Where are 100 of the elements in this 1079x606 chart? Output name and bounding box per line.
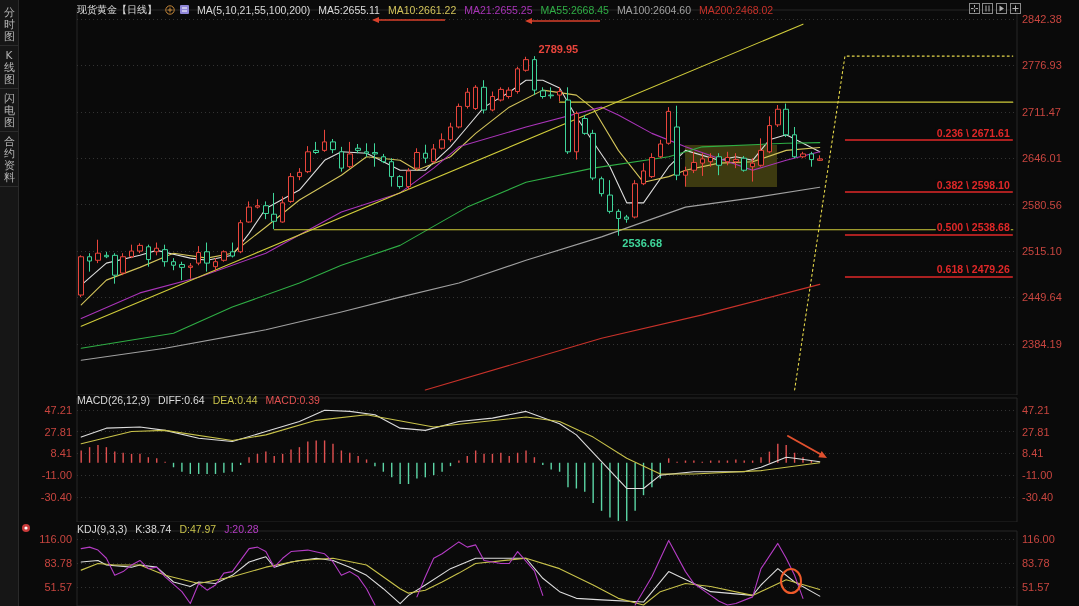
text: MA100:2604.60 xyxy=(616,3,692,16)
y-tick-label: -11.00 xyxy=(41,469,72,482)
candlestick xyxy=(750,157,755,183)
candlestick xyxy=(632,179,638,219)
candlestick xyxy=(674,105,680,181)
text: DEA:0.44 xyxy=(212,393,258,406)
line-series xyxy=(424,283,821,391)
candlestick xyxy=(347,141,353,169)
ref-line-label: 0.382 \ 2598.10 xyxy=(936,178,1010,191)
text: MA55:2668.45 xyxy=(540,3,609,16)
candlestick xyxy=(146,244,151,268)
text: MA21:2655.25 xyxy=(464,3,533,16)
candlestick xyxy=(700,152,705,177)
candlestick xyxy=(515,66,520,95)
candlestick xyxy=(783,103,789,138)
candlestick xyxy=(246,200,252,224)
y-tick-label: 27.81 xyxy=(44,425,72,438)
candlestick xyxy=(230,242,235,258)
candlestick xyxy=(473,84,478,111)
candlestick xyxy=(280,195,285,224)
candlestick xyxy=(112,252,118,285)
candlestick xyxy=(725,151,730,166)
candlestick xyxy=(565,86,571,155)
y-tick-label: 2842.38 xyxy=(1022,12,1062,25)
chart-title: 现货黄金【日线】 xyxy=(77,2,157,17)
candlestick xyxy=(708,152,713,168)
candlestick xyxy=(716,152,722,176)
candlestick xyxy=(456,103,462,129)
y-tick-label: 51.57 xyxy=(44,580,72,593)
candlestick xyxy=(330,138,336,154)
candlestick xyxy=(817,154,823,162)
text: MACD:0.39 xyxy=(265,393,320,406)
candlestick xyxy=(616,208,621,237)
candlestick xyxy=(389,157,394,188)
candlestick xyxy=(238,219,243,254)
ref-line-label: 0.500 \ 2538.68 xyxy=(936,220,1010,233)
candlestick xyxy=(465,87,470,110)
candlestick xyxy=(506,86,512,100)
y-tick-label: 47.21 xyxy=(44,404,72,417)
candlestick xyxy=(104,251,109,259)
candlestick xyxy=(582,114,588,136)
y-tick-label: 2776.93 xyxy=(1022,59,1062,72)
y-tick-label: 2580.56 xyxy=(1022,198,1062,211)
candlestick xyxy=(204,242,210,273)
candlestick xyxy=(448,122,453,143)
ref-line-label: 0.236 \ 2671.61 xyxy=(936,126,1010,139)
y-tick-label: 2711.47 xyxy=(1022,105,1061,118)
y-tick-label: 8.41 xyxy=(50,447,72,460)
y-tick-label: 2646.01 xyxy=(1022,152,1062,165)
candlestick xyxy=(339,146,344,173)
candlestick xyxy=(154,242,159,256)
candlestick xyxy=(213,257,218,273)
candlestick xyxy=(590,129,596,181)
y-tick-label: 83.78 xyxy=(44,556,72,569)
candlestick xyxy=(624,214,629,224)
line-series xyxy=(80,546,376,606)
candlestick xyxy=(599,176,604,197)
candlestick xyxy=(87,252,92,273)
legend-title: KDJ(9,3,3) xyxy=(77,522,128,535)
candlestick xyxy=(658,139,663,159)
candlestick xyxy=(406,167,411,191)
candlestick xyxy=(523,56,529,73)
candlestick xyxy=(414,147,420,171)
candlestick xyxy=(263,200,269,220)
y-tick-label: 2515.10 xyxy=(1022,245,1062,257)
candlestick xyxy=(381,153,386,164)
candlestick xyxy=(179,261,185,281)
line-series xyxy=(80,186,821,361)
text: 2536.68 xyxy=(622,236,663,249)
candlestick xyxy=(120,252,126,276)
text: 闪电图 xyxy=(3,92,15,128)
candlestick xyxy=(221,249,227,263)
legend-title: MA(5,10,21,55,100,200) xyxy=(197,3,311,16)
candlestick xyxy=(733,152,739,169)
candlestick xyxy=(540,86,546,100)
y-tick-label: 2384.19 xyxy=(1022,337,1062,350)
text: DIFF:0.64 xyxy=(157,393,205,406)
candlestick xyxy=(288,172,294,204)
candlestick xyxy=(372,142,378,168)
candlestick xyxy=(683,166,688,188)
candlestick xyxy=(809,151,814,168)
line-series xyxy=(80,414,821,475)
candlestick xyxy=(439,132,445,151)
y-tick-label: 116.00 xyxy=(39,532,72,545)
line-series xyxy=(634,539,804,606)
text: 合约资料 xyxy=(3,135,15,183)
candlestick xyxy=(649,152,655,179)
candlestick xyxy=(691,151,697,174)
candlestick xyxy=(255,198,260,210)
candlestick xyxy=(490,91,495,112)
candlestick xyxy=(129,244,134,259)
candlestick xyxy=(397,174,403,190)
candlestick xyxy=(313,141,319,155)
candlestick xyxy=(574,110,579,161)
candlestick xyxy=(532,55,537,96)
candlestick xyxy=(792,126,797,159)
candlestick xyxy=(305,145,311,174)
candlestick xyxy=(641,162,646,186)
candlestick xyxy=(364,142,369,158)
legend-title: MACD(26,12,9) xyxy=(77,393,150,406)
